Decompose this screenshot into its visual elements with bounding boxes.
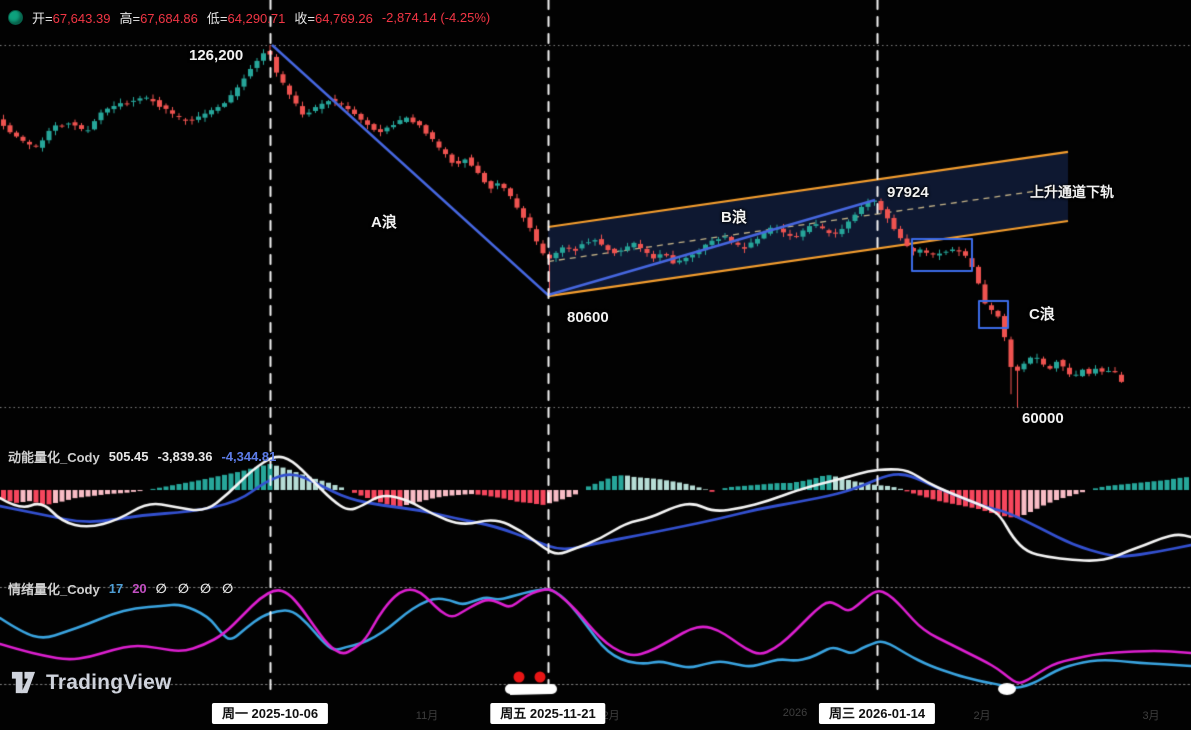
- peak-price-label: 126,200: [189, 47, 244, 64]
- wave-a-label: A浪: [371, 214, 397, 231]
- axis-month-label: 3月: [1142, 710, 1160, 722]
- ohlc-close: 收=64,769.26: [294, 11, 373, 26]
- sentiment-indicator-name: 情绪量化_Cody: [8, 582, 100, 597]
- b-high-price-label: 97924: [887, 184, 929, 201]
- axis-month-label: 2月: [973, 710, 991, 722]
- ohlc-low: 低=64,290.71: [206, 11, 286, 26]
- tradingview-mark-icon: [11, 671, 36, 694]
- sentiment-param-2: 20: [132, 581, 147, 596]
- axis-date-label: 周一 2025-10-06: [211, 703, 329, 724]
- sentiment-empty-4: ∅: [222, 580, 236, 596]
- bottom-price-label: 60000: [1022, 410, 1064, 427]
- sentiment-empty-2: ∅: [177, 580, 191, 596]
- ohlc-high: 高=67,684.86: [119, 11, 198, 26]
- momentum-value-1: 505.45: [108, 449, 149, 464]
- sentiment-empty-1: ∅: [155, 580, 169, 596]
- ohlc-change: -2,874.14 (-4.25%): [381, 10, 491, 25]
- ohlc-readout[interactable]: 开=67,643.39 高=67,684.86 低=64,290.71 收=64…: [8, 8, 490, 27]
- momentum-value-2: -3,839.36: [157, 449, 213, 464]
- momentum-indicator-legend[interactable]: 动能量化_Cody 505.45 -3,839.36 -4,344.81: [8, 447, 276, 466]
- momentum-value-3: -4,344.81: [221, 449, 277, 464]
- sentiment-empty-3: ∅: [199, 580, 214, 596]
- series-marker-icon: [8, 10, 23, 25]
- tradingview-logo[interactable]: TradingView: [10, 669, 172, 696]
- wave-c-label: C浪: [1029, 306, 1055, 323]
- channel-label: 上升通道下轨: [1030, 184, 1114, 200]
- wave-b-label: B浪: [721, 209, 747, 226]
- ohlc-open: 开=67,643.39: [32, 11, 111, 26]
- axis-month-label: 2026: [782, 707, 808, 719]
- axis-month-label: 11月: [415, 710, 439, 722]
- sentiment-param-1: 17: [108, 581, 124, 596]
- axis-date-label: 周五 2025-11-21: [490, 703, 606, 724]
- sentiment-indicator-legend[interactable]: 情绪量化_Cody 17 20 ∅ ∅ ∅ ∅: [8, 579, 235, 598]
- tradingview-logo-text: TradingView: [46, 670, 172, 694]
- axis-date-label: 周三 2026-01-14: [818, 703, 936, 724]
- a-low-price-label: 80600: [567, 309, 609, 326]
- momentum-indicator-name: 动能量化_Cody: [8, 450, 100, 465]
